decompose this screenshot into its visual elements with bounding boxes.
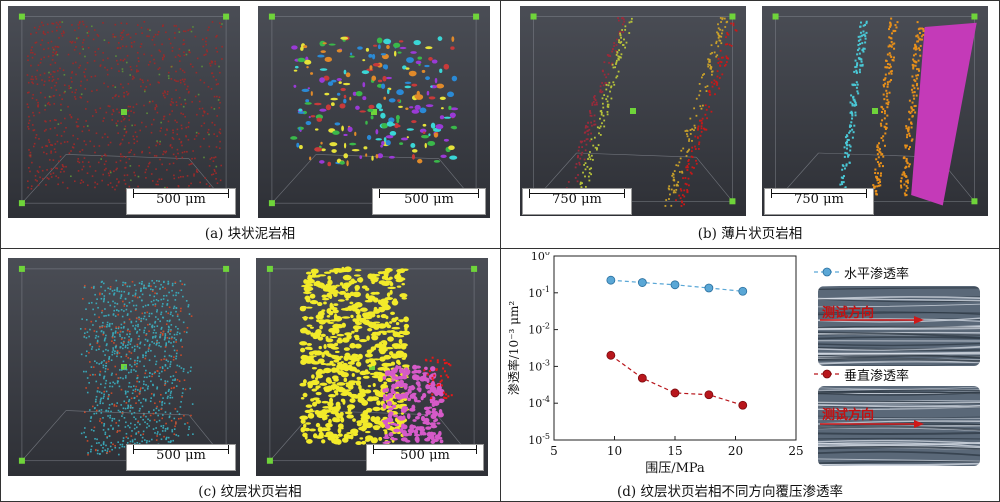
y-tick-label: 10-4: [528, 395, 550, 410]
permeability-chart: 5 10 15 20 25 100 10-1 10-2 10-3 10-4 10-5 围压/MPa 渗透…: [506, 252, 804, 476]
photo-legend-markers: [814, 267, 840, 379]
scale-bar-b-left: 750 μm: [522, 188, 632, 215]
panel-c-right-render: [256, 258, 488, 476]
panel-a-left-render: [8, 6, 240, 218]
x-tick-label: 20: [728, 444, 743, 458]
legend-marker-vertical: [822, 369, 832, 379]
arrow-label-top: 测试方向: [822, 306, 875, 321]
y-tick-label: 100: [531, 252, 550, 263]
core-photo-vertical: [818, 386, 980, 466]
x-tick-label: 25: [788, 444, 803, 458]
y-tick-label: 10-2: [528, 322, 550, 337]
panel-b-right-render: [762, 6, 988, 216]
data-point: [704, 390, 714, 400]
data-point: [704, 283, 714, 293]
legend-label-horizontal: 水平渗透率: [844, 267, 910, 282]
data-point: [670, 280, 680, 290]
caption-d: (d) 纹层状页岩相不同方向覆压渗透率: [617, 484, 843, 500]
x-tick-label: 5: [550, 444, 558, 458]
caption-a: (a) 块状泥岩相: [204, 226, 296, 242]
x-tick-label: 10: [607, 444, 622, 458]
data-point: [606, 275, 616, 285]
legend-label-vertical: 垂直渗透率: [844, 369, 910, 384]
panel-a-right-render: [258, 6, 490, 218]
x-axis-label: 围压/MPa: [645, 461, 705, 476]
caption-c: (c) 纹层状页岩相: [198, 484, 302, 500]
y-axis-label: 渗透率/10⁻³ μm²: [506, 301, 521, 395]
arrow-label-bottom: 测试方向: [822, 408, 875, 423]
scale-bar-c-right: 500 μm: [366, 444, 484, 471]
y-tick-label: 10-3: [528, 358, 550, 373]
data-point: [738, 286, 748, 296]
core-photo-horizontal: [818, 286, 980, 366]
x-tick-label: 15: [667, 444, 682, 458]
data-point: [637, 373, 647, 383]
y-tick-label: 10-5: [528, 432, 550, 447]
panel-b-left-render: [520, 6, 746, 216]
caption-b: (b) 薄片状页岩相: [697, 226, 803, 242]
scale-bar-c-left: 500 μm: [126, 444, 236, 471]
data-point: [637, 278, 647, 287]
scale-bar-a-left: 500 μm: [126, 188, 236, 215]
data-point: [606, 350, 616, 360]
scale-bar-a-right: 500 μm: [372, 188, 486, 215]
scale-bar-b-right: 750 μm: [764, 188, 874, 215]
test-direction-arrows: [820, 316, 924, 428]
arrow-right-icon: [914, 316, 924, 324]
panel-c-left-render: [8, 258, 240, 476]
series-line: [610, 354, 743, 406]
legend-marker-horizontal: [822, 267, 832, 277]
data-point: [670, 388, 680, 398]
arrow-right-icon: [914, 420, 924, 428]
data-point: [738, 400, 748, 410]
divider-vertical: [500, 0, 501, 502]
y-tick-label: 10-1: [528, 285, 550, 300]
